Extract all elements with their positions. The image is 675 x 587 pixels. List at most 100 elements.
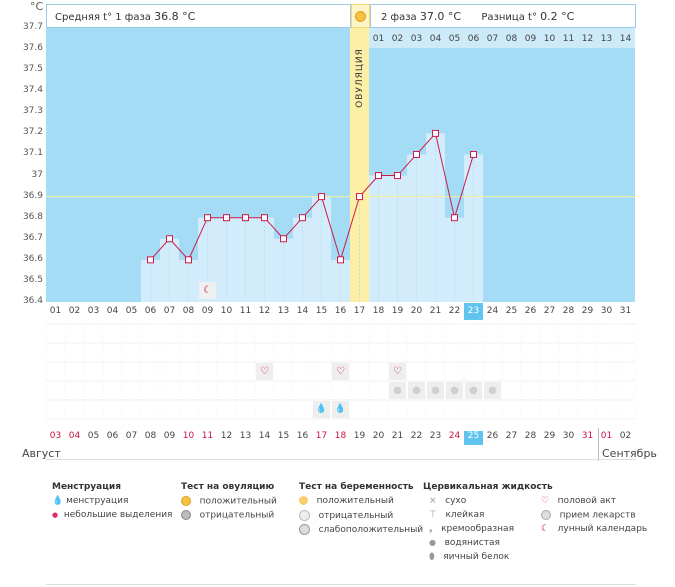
cycle-day-label[interactable]: 25 — [505, 306, 518, 316]
legend-menstruation-item: 💧 менструация — [52, 496, 129, 506]
date-label[interactable]: 22 — [410, 431, 423, 441]
cycle-day-label[interactable]: 17 — [353, 306, 366, 316]
date-label[interactable]: 04 — [68, 431, 81, 441]
date-label[interactable]: 23 — [429, 431, 442, 441]
watery-icon: ● — [429, 538, 436, 547]
cycle-day-label[interactable]: 15 — [315, 306, 328, 316]
date-label[interactable]: 13 — [239, 431, 252, 441]
cycle-day-label[interactable]: 13 — [277, 306, 290, 316]
heart-icon[interactable]: ♡ — [256, 363, 273, 380]
cycle-day-label[interactable]: 30 — [600, 306, 613, 316]
temperature-point — [261, 214, 268, 222]
medication-icon[interactable]: ● — [389, 382, 406, 399]
cycle-day-label[interactable]: 20 — [410, 306, 423, 316]
lunar-calendar-icon[interactable]: ☾ — [199, 282, 216, 299]
cycle-day-label[interactable]: 07 — [163, 306, 176, 316]
phase2-day-label: 13 — [600, 34, 613, 44]
date-label[interactable]: 20 — [372, 431, 385, 441]
date-label[interactable]: 19 — [353, 431, 366, 441]
date-label[interactable]: 21 — [391, 431, 404, 441]
temperature-point — [223, 214, 230, 222]
dry-icon: × — [429, 496, 437, 506]
date-label[interactable]: 11 — [201, 431, 214, 441]
date-label[interactable]: 07 — [125, 431, 138, 441]
date-label[interactable]: 27 — [505, 431, 518, 441]
cycle-day-label[interactable]: 03 — [87, 306, 100, 316]
date-label[interactable]: 09 — [163, 431, 176, 441]
cycle-day-label[interactable]: 21 — [429, 306, 442, 316]
cycle-day-label[interactable]: 08 — [182, 306, 195, 316]
legend-pregtest-weak: слабоположительный — [299, 524, 423, 535]
date-label[interactable]: 16 — [296, 431, 309, 441]
date-label[interactable]: 08 — [144, 431, 157, 441]
date-label[interactable]: 29 — [543, 431, 556, 441]
temperature-bar — [388, 175, 407, 302]
cycle-day-label[interactable]: 14 — [296, 306, 309, 316]
y-tick-label: 37.2 — [22, 127, 43, 138]
cycle-day-label[interactable]: 31 — [619, 306, 632, 316]
date-label[interactable]: 10 — [182, 431, 195, 441]
ovulation-sun-box — [351, 4, 370, 28]
phase2-day-label: 10 — [543, 34, 556, 44]
creamy-icon: ❟ — [429, 524, 433, 534]
diff-value: 0.2 °C — [540, 10, 575, 23]
date-label[interactable]: 02 — [619, 431, 632, 441]
cycle-day-label[interactable]: 04 — [106, 306, 119, 316]
medication-icon[interactable]: ● — [446, 382, 463, 399]
cycle-day-label[interactable]: 19 — [391, 306, 404, 316]
medication-icon[interactable]: ● — [427, 382, 444, 399]
cycle-day-label[interactable]: 11 — [239, 306, 252, 316]
cycle-day-label[interactable]: 22 — [448, 306, 461, 316]
date-label[interactable]: 06 — [106, 431, 119, 441]
cycle-day-label[interactable]: 10 — [220, 306, 233, 316]
temperature-point — [413, 150, 420, 158]
date-label[interactable]: 15 — [277, 431, 290, 441]
temperature-point — [204, 214, 211, 222]
y-tick-label: 36.4 — [22, 296, 43, 306]
cycle-day-label[interactable]: 01 — [49, 306, 62, 316]
phase1-value: 36.8 °C — [154, 10, 196, 23]
date-label[interactable]: 24 — [448, 431, 461, 441]
legend-spotting-item: ● небольшие выделения — [52, 510, 173, 520]
date-label[interactable]: 25 — [464, 431, 483, 445]
date-label[interactable]: 05 — [87, 431, 100, 441]
date-label[interactable]: 14 — [258, 431, 271, 441]
cycle-day-label[interactable]: 09 — [201, 306, 214, 316]
cycle-day-label[interactable]: 24 — [486, 306, 499, 316]
heart-icon[interactable]: ♡ — [389, 363, 406, 380]
cycle-day-label[interactable]: 06 — [144, 306, 157, 316]
phase2-day-label: 11 — [562, 34, 575, 44]
date-label[interactable]: 18 — [334, 431, 347, 441]
date-label[interactable]: 12 — [220, 431, 233, 441]
watery-drop-icon[interactable]: 💧 — [313, 401, 330, 418]
cycle-day-label[interactable]: 28 — [562, 306, 575, 316]
cycle-day-label[interactable]: 02 — [68, 306, 81, 316]
date-label[interactable]: 01 — [600, 431, 613, 441]
date-label[interactable]: 28 — [524, 431, 537, 441]
cycle-day-label[interactable]: 26 — [524, 306, 537, 316]
cycle-day-label[interactable]: 05 — [125, 306, 138, 316]
watery-drop-icon[interactable]: 💧 — [332, 401, 349, 418]
pregtest-positive-icon — [299, 496, 308, 505]
medication-icon[interactable]: ● — [465, 382, 482, 399]
legend-medication: прием лекарств — [541, 510, 636, 521]
cycle-day-label[interactable]: 18 — [372, 306, 385, 316]
cycle-day-label[interactable]: 16 — [334, 306, 347, 316]
date-label[interactable]: 17 — [315, 431, 328, 441]
cycle-day-label[interactable]: 12 — [258, 306, 271, 316]
heart-icon[interactable]: ♡ — [332, 363, 349, 380]
phase2-strip — [369, 28, 635, 48]
cycle-day-label[interactable]: 23 — [464, 306, 483, 319]
medication-icon[interactable]: ● — [484, 382, 501, 399]
temperature-point — [356, 193, 363, 201]
y-tick-label: 36.9 — [22, 190, 43, 201]
date-label[interactable]: 31 — [581, 431, 594, 441]
date-label[interactable]: 26 — [486, 431, 499, 441]
date-label[interactable]: 30 — [562, 431, 575, 441]
cycle-day-label[interactable]: 27 — [543, 306, 556, 316]
date-label[interactable]: 03 — [49, 431, 62, 441]
phase2-day-label: 12 — [581, 34, 594, 44]
cycle-day-label[interactable]: 29 — [581, 306, 594, 316]
medication-icon[interactable]: ● — [408, 382, 425, 399]
temperature-chart — [46, 28, 635, 320]
